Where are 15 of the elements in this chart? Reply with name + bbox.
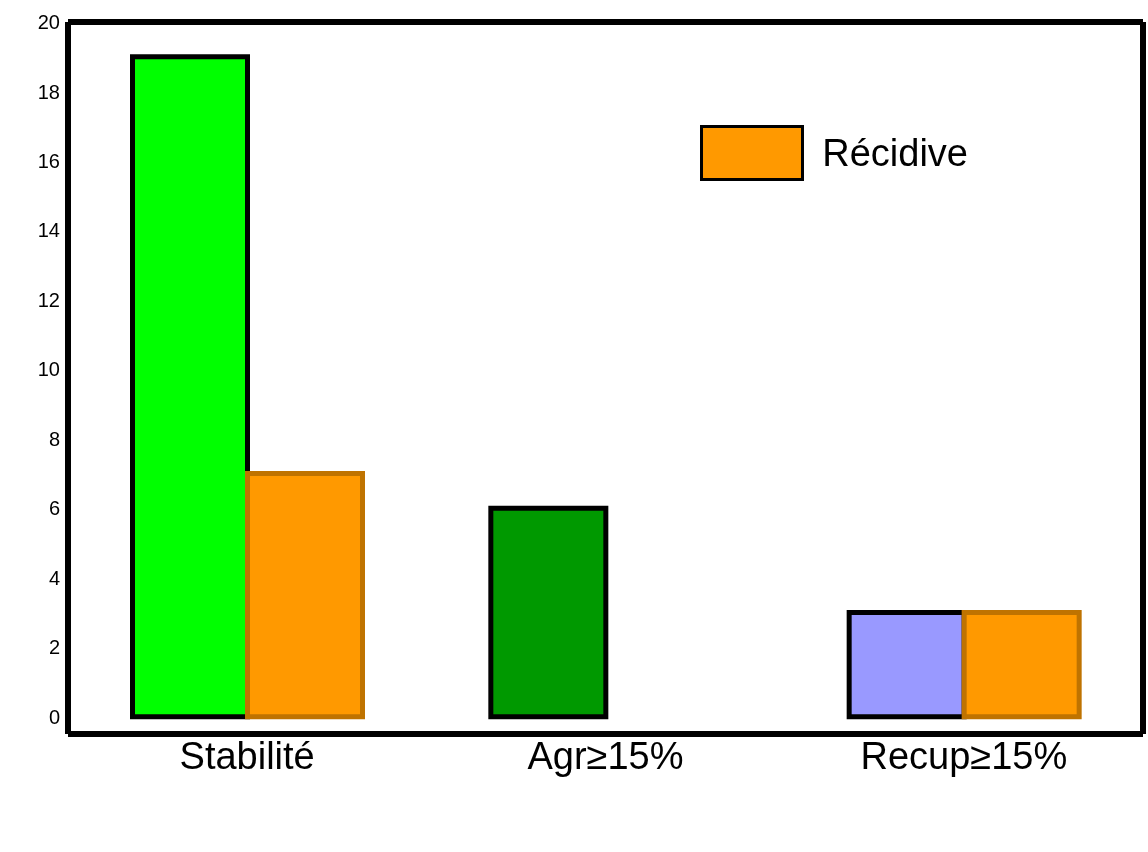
x-tick-label: Stabilité [179, 734, 315, 777]
y-tick-label: 16 [37, 150, 60, 173]
y-tick-label: 14 [37, 219, 60, 242]
y-tick-label: 20 [37, 11, 60, 34]
legend-label: Récidive [822, 131, 968, 175]
y-tick-label: 2 [48, 636, 60, 659]
y-tick-label: 4 [48, 566, 60, 589]
y-tick-label: 12 [37, 288, 60, 311]
y-tick-label: 10 [37, 358, 60, 381]
x-tick-label: Recup≥15% [860, 734, 1068, 777]
y-tick-label: 6 [48, 497, 60, 520]
y-tick-label: 0 [48, 705, 60, 728]
x-tick-label: Agr≥15% [527, 734, 684, 777]
y-tick-label: 8 [48, 427, 60, 450]
y-tick-label: 18 [37, 80, 60, 103]
